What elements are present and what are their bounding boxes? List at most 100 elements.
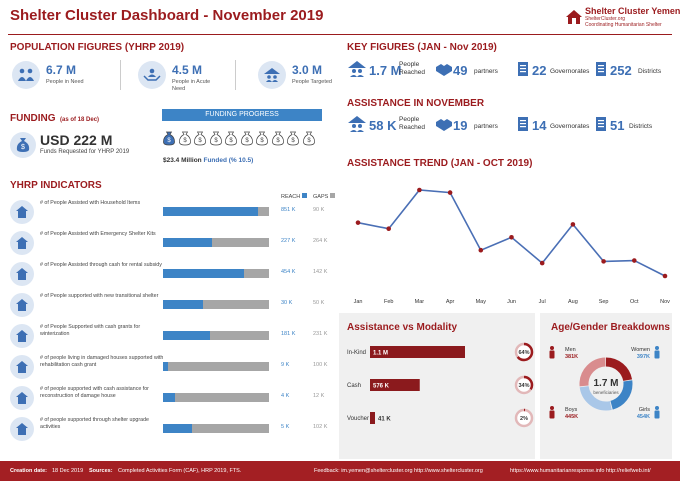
kf-governorates-label: Governorates [550,68,590,75]
indicator-gap-value: 12 K [313,393,325,399]
kf-partners-value: 49 [453,63,468,78]
people-in-need-label: People in Need [46,79,84,85]
kf-districts-label: Districts [638,68,662,75]
target-people-icon [258,61,286,89]
indicator-gap-value: 90 K [313,207,325,213]
footer-links[interactable]: https://www.humanitarianresponse.info ht… [510,468,651,474]
modality-value-label: 1.1 M [373,351,388,357]
kf-governorates-value: 22 [532,63,547,78]
trend-month-label: Oct [630,299,639,305]
upgrade-icon [10,417,34,441]
population-figures: 6.7 M People in Need 4.5 M People in Acu… [10,58,335,94]
indicator-reach-value: 9 K [281,362,290,368]
indicator-gap-value: 264 K [313,238,328,244]
indicator-row: # of People Supported with cash grants f… [10,322,330,350]
districts-icon [596,62,606,76]
footer-feedback[interactable]: Feedback: im.yemen@sheltercluster.org ht… [314,468,483,474]
indicator-label: # of people supported with cash assistan… [40,386,149,399]
districts-icon [596,117,606,131]
indicator-reach-value: 227 K [281,238,296,244]
logo-site: ShelterCluster.org [585,16,626,22]
indicator-gap-bar [163,393,269,402]
cash-grant-icon [10,324,34,348]
tent-icon [10,231,34,255]
shelter-cluster-logo[interactable]: Shelter Cluster Yemen ShelterCluster.org… [565,6,680,30]
men-person-icon [549,346,555,359]
indicator-gap-bar [163,238,269,247]
modality-bar [370,379,420,391]
trend-point [386,226,391,231]
svg-text:$: $ [167,138,171,144]
money-bag-icon: $ [271,131,284,146]
indicator-reach-value: 30 K [281,300,293,306]
indicator-gap-value: 231 K [313,331,328,337]
money-bag-icon: $ [163,131,175,146]
assistance-trend-chart: Jan Feb Mar Apr May Jun Jul Aug Sep Oct Nov [354,187,670,305]
age-gender-title: Age/Gender Breakdowns [551,322,670,333]
donut-center-value: 1.7 M [593,378,618,389]
modality-percent-arc [514,375,534,395]
page-title: Shelter Cluster Dashboard - November 201… [10,7,324,24]
reach-header-label: REACH [281,194,301,200]
indicator-reach-bar [163,300,204,309]
household-items-icon [10,200,34,224]
header-divider [8,34,672,35]
indicator-gap-bar [163,300,269,309]
indicator-row: # of people living in damaged houses sup… [10,353,330,381]
nov-reached-value: 58 K [369,118,397,133]
trend-month-label: Jan [354,299,363,305]
people-icon [12,61,40,89]
indicator-row: # of people supported through shelter up… [10,415,330,443]
indicator-reach-bar [163,207,259,216]
trend-title: ASSISTANCE TREND (JAN - OCT 2019) [347,158,533,169]
nov-reached-label: People Reached [399,116,426,131]
donut-segment-women [579,357,633,411]
svg-text:$: $ [21,144,25,151]
nov-districts-label: Districts [629,123,653,130]
indicator-gap-value: 50 K [313,300,325,306]
trend-month-label: Aug [568,299,578,305]
indicator-reach-value: 4 K [281,393,290,399]
people-in-need-value: 6.7 M [46,63,77,77]
age-gender-donut: 1.7 MbeneficiariesMen381KWomen397KGirls4… [549,346,660,420]
svg-text:$: $ [260,138,264,144]
indicator-label: # of People Assisted with Emergency Shel… [40,231,156,237]
indicator-gap-bar [163,424,269,433]
money-bag-icon: $ [240,131,253,146]
nov-districts-value: 51 [610,118,625,133]
trend-point [447,190,453,195]
trend-point [478,247,484,253]
people-acute-need-label: People in Acute Need [172,79,211,92]
indicator-row: # of People Assisted with Household Item… [10,198,330,226]
trend-month-label: Jul [539,299,546,305]
handshake-icon [436,64,452,76]
kf-partners-label: partners [474,68,498,75]
modality-percent-label: 64% [518,350,529,356]
reach-legend-swatch [301,193,307,198]
modality-percent-label: 2% [520,416,528,422]
money-bag-icon: $ [209,131,222,146]
svg-text:$: $ [245,138,249,144]
trend-point [539,260,545,266]
governorates-icon [518,117,528,131]
funding-money-bags: $ $ $ $ $ $ $ $ $ $ [163,131,323,151]
indicator-gap-bar [163,207,269,216]
divider [120,60,121,90]
indicator-label: # of People supported with new transitio… [40,293,159,299]
indicator-label: # of People Assisted through cash for re… [40,262,162,268]
donut-legend-name: Boys [565,407,577,413]
donut-legend-value: 397K [637,354,650,360]
trend-point [570,222,576,227]
reconstruction-icon [10,386,34,410]
nov-partners-value: 19 [453,118,468,133]
logo-tagline: Coordinating Humanitarian Shelter [585,22,662,28]
trend-month-label: Nov [660,299,670,305]
divider [235,60,236,90]
funding-asof: (as of 18 Dec) [60,117,100,123]
indicator-label: # of people living in damaged houses sup… [40,355,164,368]
footer-creation-label: Creation date: [10,468,47,474]
svg-text:$: $ [307,138,311,144]
money-bag-icon: $ [302,131,315,146]
modality-value-label: 576 K [373,384,390,390]
money-bag-icon: $ [256,131,268,146]
